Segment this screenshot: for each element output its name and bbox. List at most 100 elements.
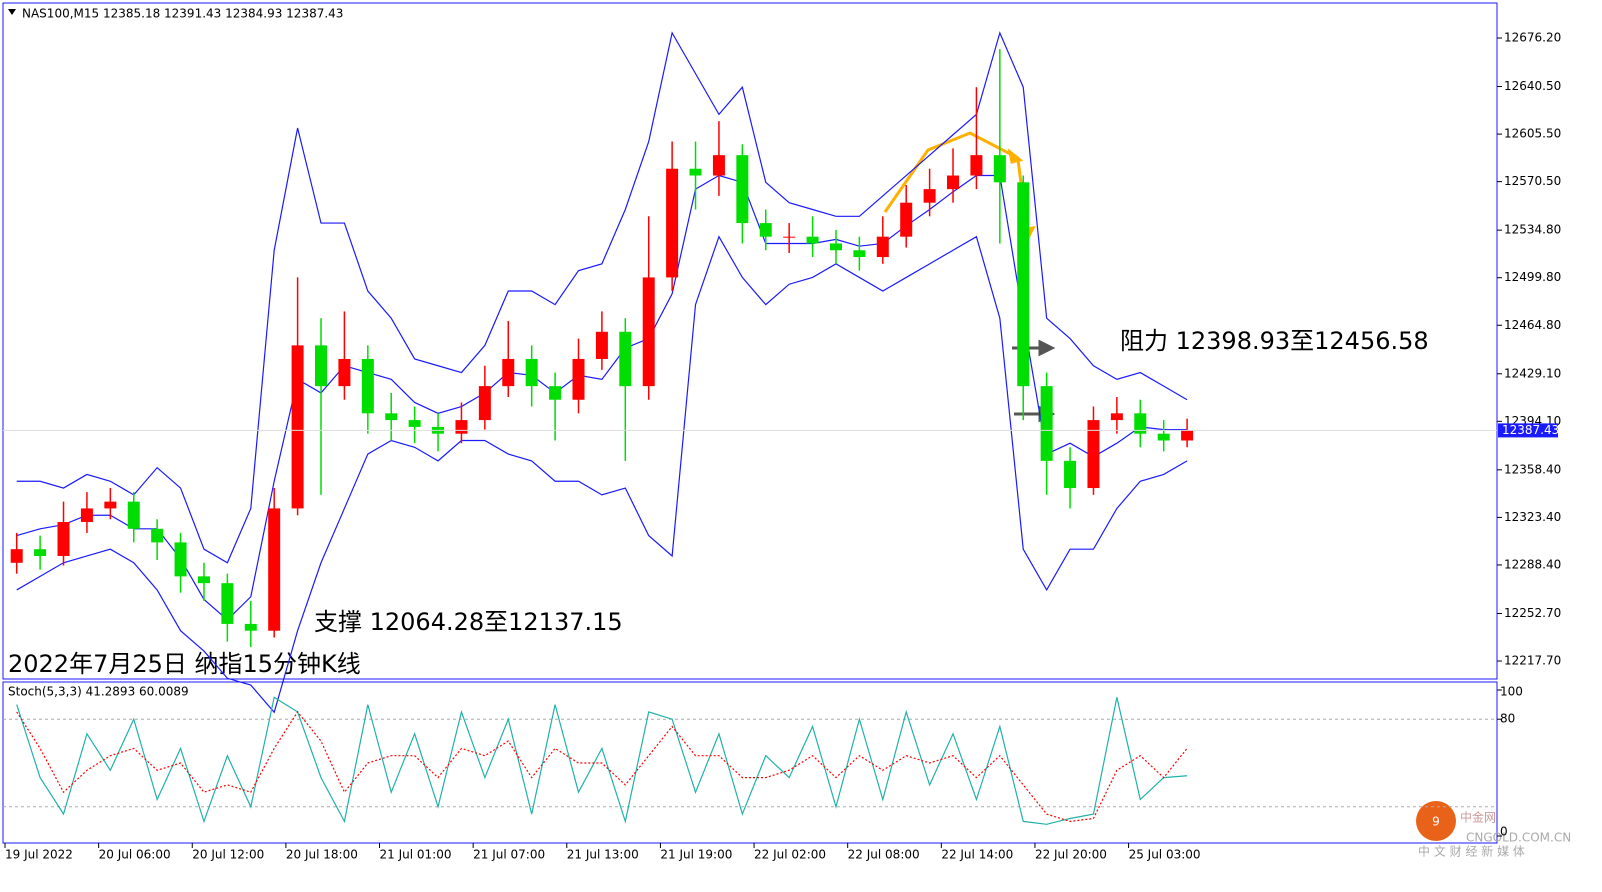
y-tick-label: 80 — [1500, 712, 1515, 726]
candle-body — [478, 386, 491, 421]
x-tick-label: 20 Jul 12:00 — [192, 848, 264, 862]
y-tick-label: 12429.10 — [1504, 366, 1561, 380]
candle-body — [712, 155, 725, 176]
x-tick-label: 22 Jul 08:00 — [848, 848, 920, 862]
y-tick-label: 12605.50 — [1504, 127, 1561, 141]
candle-body — [315, 345, 328, 387]
support-note: 支撑 12064.28至12137.15 — [314, 608, 623, 636]
candle-body — [1017, 182, 1030, 387]
y-tick-label: 12358.40 — [1504, 462, 1561, 476]
bollinger-band — [16, 174, 1188, 621]
stoch-panel — [2, 681, 1498, 844]
candle-body — [361, 358, 374, 414]
stoch-line — [16, 710, 1188, 823]
candle-body — [666, 168, 679, 278]
candle-body — [455, 420, 468, 434]
candle-body — [338, 358, 351, 387]
candle-body — [853, 250, 866, 258]
y-tick-label: 12252.70 — [1504, 606, 1561, 620]
stoch-title: Stoch(5,3,3) 41.2893 60.0089 — [8, 685, 189, 699]
candle-body — [947, 175, 960, 190]
watermark: 9 中金网 CNGOLD.COM.CN 中 文 财 经 新 媒 体 — [1416, 801, 1571, 859]
candle-body — [736, 155, 749, 224]
candle-body — [993, 155, 1006, 183]
candle-body — [408, 420, 421, 427]
candle-body — [806, 236, 819, 244]
y-tick-label: 100 — [1500, 685, 1523, 699]
candle-body — [619, 331, 632, 387]
y-tick-label: 12288.40 — [1504, 557, 1561, 571]
candle-body — [1157, 433, 1170, 441]
x-tick-label: 21 Jul 07:00 — [473, 848, 545, 862]
candle-body — [174, 542, 187, 577]
candle-body — [104, 501, 117, 509]
candle-body — [525, 358, 538, 387]
candle-body — [1040, 386, 1053, 461]
candle-body — [549, 386, 562, 400]
candle-body — [1087, 420, 1100, 489]
y-tick-label: 12640.50 — [1504, 79, 1561, 93]
x-tick-label: 21 Jul 13:00 — [567, 848, 639, 862]
x-tick-label: 22 Jul 14:00 — [941, 848, 1013, 862]
y-tick-label: 12323.40 — [1504, 510, 1561, 524]
candle-body — [900, 202, 913, 237]
logo — [1416, 801, 1456, 841]
candle-body — [127, 501, 140, 529]
x-tick-label: 20 Jul 06:00 — [99, 848, 171, 862]
x-tick-label: 19 Jul 2022 — [5, 848, 73, 862]
candle-body — [385, 413, 398, 421]
candle-body — [10, 549, 23, 563]
candle-body — [244, 623, 257, 631]
stoch-line — [16, 696, 1188, 825]
last-price-label: 12387.43 — [1502, 423, 1559, 437]
brand: 中金网 — [1460, 810, 1496, 825]
y-tick-label: 12464.80 — [1504, 318, 1561, 332]
candle-body — [34, 549, 47, 556]
y-tick-label: 12570.50 — [1504, 174, 1561, 188]
y-tick-label: 0 — [1500, 824, 1508, 838]
candle-body — [923, 189, 936, 203]
candle-body — [970, 155, 983, 176]
last-price-box — [1498, 423, 1558, 438]
candle-body — [268, 508, 281, 631]
y-tick-label: 12499.80 — [1504, 270, 1561, 284]
candle-body — [502, 358, 515, 387]
candle-body — [1110, 413, 1123, 421]
candle-body — [221, 583, 234, 624]
candle-body — [57, 522, 70, 556]
site: CNGOLD.COM.CN — [1466, 831, 1571, 845]
candle-body — [876, 236, 889, 258]
candle-body — [1134, 413, 1147, 434]
resistance-note: 阻力 12398.93至12456.58 — [1120, 327, 1429, 355]
chart-title: NAS100,M15 12385.18 12391.43 12384.93 12… — [22, 7, 343, 21]
candle-body — [642, 277, 655, 387]
candle-body — [1181, 430, 1194, 441]
candle-body — [759, 223, 772, 237]
candle-body — [1064, 460, 1077, 489]
date-note: 2022年7月25日 纳指15分钟K线 — [8, 650, 361, 678]
x-tick-label: 20 Jul 18:00 — [286, 848, 358, 862]
candle-body — [783, 236, 796, 238]
x-tick-label: 21 Jul 19:00 — [660, 848, 732, 862]
y-tick-label: 12534.80 — [1504, 223, 1561, 237]
y-tick-label: 12217.70 — [1504, 654, 1561, 668]
x-tick-label: 21 Jul 01:00 — [380, 848, 452, 862]
candle-body — [689, 168, 702, 176]
logo-mark: 9 — [1432, 815, 1440, 829]
candle-body — [151, 528, 164, 543]
candle-body — [829, 243, 842, 251]
candle-body — [572, 358, 585, 400]
x-tick-label: 25 Jul 03:00 — [1129, 848, 1201, 862]
candle-body — [80, 508, 93, 523]
x-tick-label: 22 Jul 02:00 — [754, 848, 826, 862]
candle-body — [197, 576, 210, 584]
y-tick-label: 12676.20 — [1504, 31, 1561, 45]
candle-body — [595, 331, 608, 359]
bollinger-band — [16, 31, 1188, 564]
bollinger-band — [16, 235, 1188, 714]
slogan: 中 文 财 经 新 媒 体 — [1418, 844, 1525, 859]
title-icon — [8, 9, 16, 15]
main-panel — [2, 2, 1498, 680]
